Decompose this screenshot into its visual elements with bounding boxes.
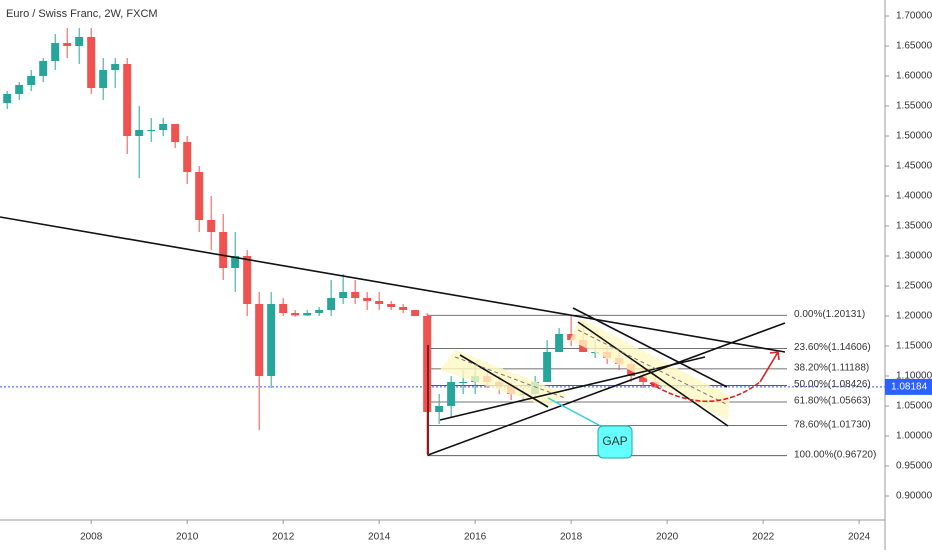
candle-body [267,304,276,377]
candle-body [555,334,564,353]
fib-label: 100.00%(0.96720) [794,449,876,460]
fib-label: 50.00%(1.08426) [794,379,871,390]
candle-body [147,130,156,132]
trendlines [0,216,786,456]
x-tick-label: 2020 [656,532,679,543]
candle-body [75,37,84,47]
candle-body [135,130,144,137]
candle-body [639,376,648,383]
candle-body [159,124,168,131]
candle-body [99,70,108,89]
candle-body [351,292,360,299]
candle-body [207,220,216,233]
y-tick-label: 1.40000 [896,191,932,202]
candle-body [411,310,420,317]
candle-body [279,304,288,314]
y-tick-label: 1.50000 [896,131,932,142]
candle-body [459,382,468,384]
y-tick-label: 1.15000 [896,341,932,352]
y-tick-label: 1.60000 [896,71,932,82]
y-tick-label: 1.70000 [896,11,932,22]
candle-body [399,307,408,311]
candle-body [543,352,552,383]
candle-body [651,382,660,387]
callout-box [597,425,633,459]
fib-label: 38.20%(1.11188) [794,363,869,374]
y-tick-label: 1.30000 [896,251,932,262]
candle-body [243,256,252,305]
last-price-label: 1.08184 [891,382,928,393]
x-tick-label: 2022 [752,532,775,543]
candle-body [255,304,264,377]
callout-text: GAP [602,434,627,448]
candle-body [339,292,348,299]
candle-body [375,301,384,305]
x-tick-label: 2014 [368,532,391,543]
trendline [577,321,729,427]
candle-body [447,382,456,407]
chart-title: Euro / Swiss Franc, 2W, FXCM [6,8,158,20]
candle-body [303,313,312,316]
x-tick-label: 2024 [848,532,871,543]
candle-body [171,124,180,143]
fib-label: 61.80%(1.05663) [794,396,871,407]
candle-body [291,313,300,316]
candle-body [15,85,24,95]
candle-body [435,406,444,413]
candle-body [111,64,120,71]
candle-body [231,256,240,269]
candle-body [123,64,132,137]
trendline [427,322,786,456]
candle-body [195,172,204,221]
fib-label: 0.00%(1.20131) [794,309,865,320]
candle-body [315,310,324,314]
trendline [439,356,706,421]
x-tick-label: 2016 [464,532,487,543]
candle-body [567,334,576,341]
fib-label: 78.60%(1.01730) [794,419,871,430]
y-tick-label: 1.65000 [896,41,932,52]
candle-body [327,298,336,311]
x-tick-label: 2008 [80,532,103,543]
y-tick-label: 1.35000 [896,221,932,232]
y-tick-label: 1.20000 [896,311,932,322]
trendline [572,307,728,388]
x-tick-label: 2018 [560,532,583,543]
forecast-curve [649,381,761,403]
channel-fill [440,350,567,407]
x-tick-label: 2012 [272,532,295,543]
y-tick-label: 0.95000 [896,461,932,472]
fib-label: 23.60%(1.14606) [794,342,871,353]
y-tick-label: 1.00000 [896,431,932,442]
candle-body [51,43,60,62]
candle-body [63,43,72,47]
candle-body [27,76,36,86]
trendline [0,216,786,353]
channel-mid [454,356,566,399]
y-tick-label: 1.25000 [896,281,932,292]
y-tick-label: 0.90000 [896,491,932,502]
y-tick-label: 1.45000 [896,161,932,172]
candle-body [219,232,228,269]
x-tick-label: 2010 [176,532,199,543]
candle-body [39,61,48,77]
y-tick-label: 1.10000 [896,371,932,382]
candle-body [387,304,396,308]
candle-body [3,94,12,104]
forecast-arrow [759,351,780,383]
last-price-box [885,378,932,395]
y-tick-label: 1.05000 [896,401,932,412]
candle-body [87,37,96,89]
y-tick-label: 1.55000 [896,101,932,112]
candle-body [363,298,372,302]
candle-body [183,142,192,173]
